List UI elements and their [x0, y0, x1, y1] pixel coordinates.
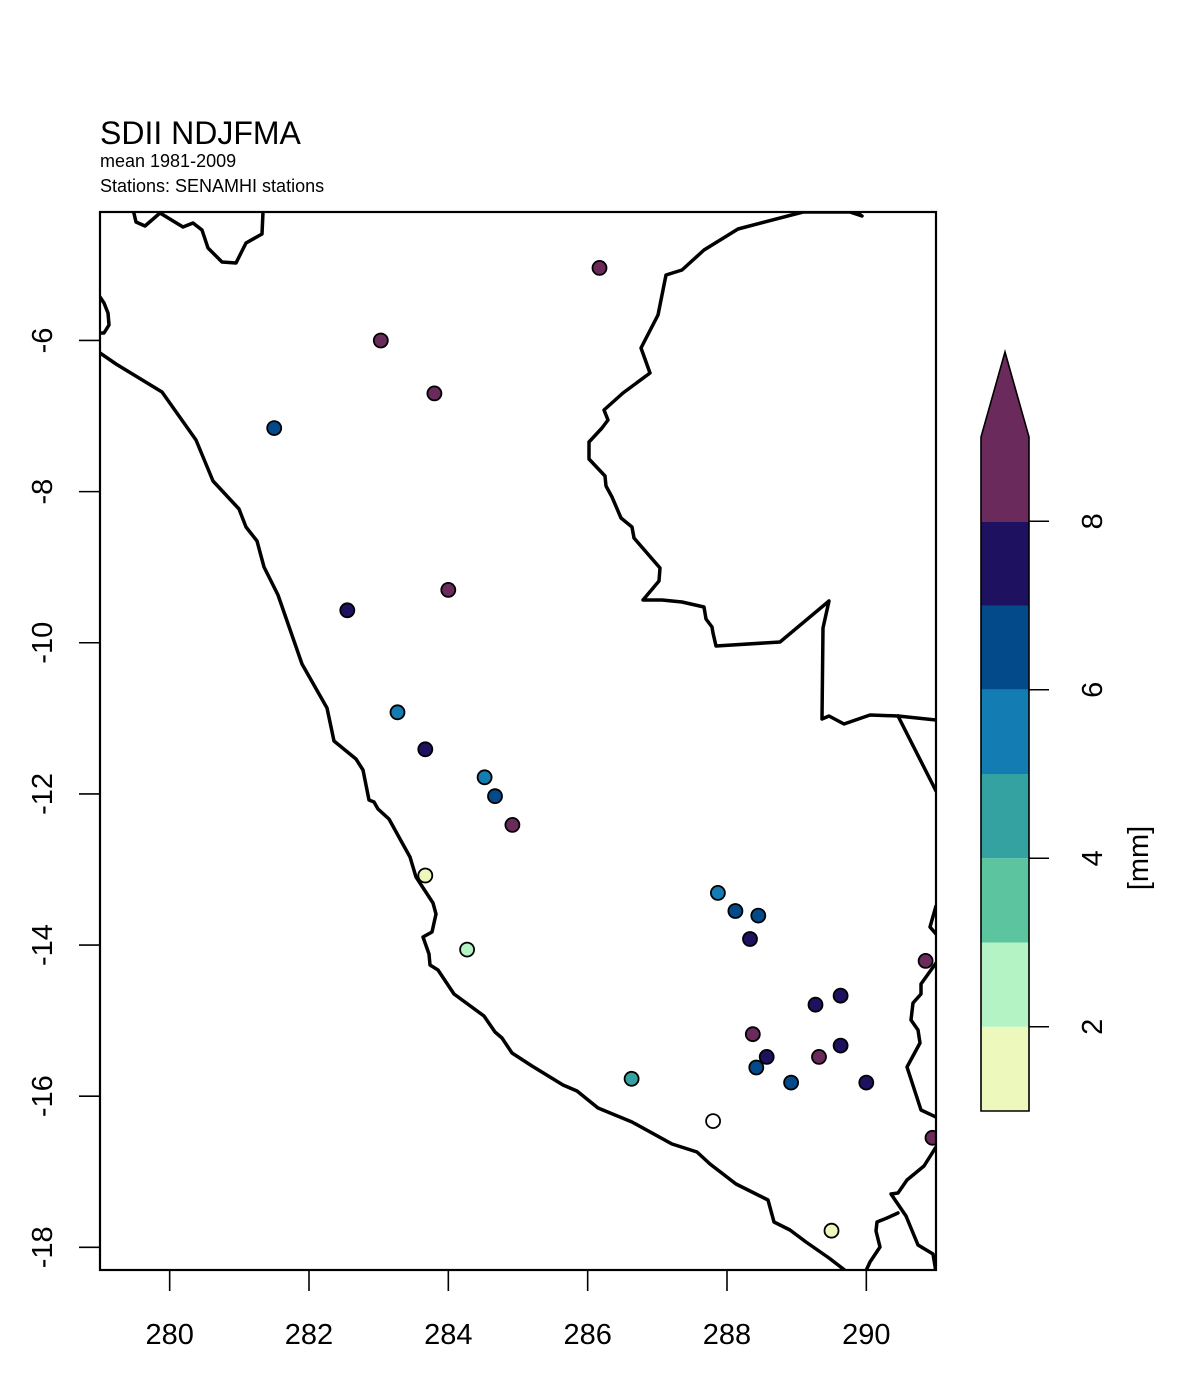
- y-tick-label: -16: [27, 1075, 59, 1117]
- x-tick-label: 280: [145, 1319, 193, 1351]
- station-marker-31: [823, 1222, 840, 1239]
- map-subtitle-period: mean 1981-2009: [100, 151, 236, 171]
- colorbar-bin-7: [981, 521, 1029, 606]
- country-borders: [100, 212, 936, 1270]
- colorbar-bin-4: [981, 774, 1029, 859]
- colorbar-bin-1: [981, 1026, 1029, 1111]
- colorbar-outline: [980, 349, 1030, 1112]
- station-marker-9: [476, 769, 493, 786]
- ecuador-north-border: [131, 212, 265, 265]
- colorbar-bin-3: [981, 858, 1029, 943]
- station-markers: [266, 259, 936, 1239]
- station-marker-4: [266, 420, 283, 437]
- colorbar-bin-5: [981, 689, 1029, 774]
- station-marker-17: [742, 931, 758, 947]
- plot-frame: [98, 210, 938, 1272]
- map-title: SDII NDJFMA: [100, 115, 302, 151]
- colorbar-tick-label: 8: [1077, 513, 1109, 529]
- y-tick-label: -14: [27, 924, 59, 966]
- station-marker-3: [426, 385, 443, 402]
- station-marker-1: [591, 259, 608, 276]
- colorbar-bin-6: [981, 605, 1029, 690]
- station-marker-30: [924, 1129, 936, 1146]
- station-marker-26: [783, 1074, 799, 1091]
- peru-pacific-coastline: [100, 351, 848, 1270]
- x-tick-label: 282: [285, 1319, 333, 1351]
- bolivia-chile-border: [889, 1145, 936, 1270]
- station-marker-14: [710, 885, 726, 901]
- station-marker-22: [832, 1037, 849, 1054]
- station-marker-21: [744, 1026, 761, 1043]
- x-tick-label: 288: [703, 1319, 751, 1351]
- station-marker-20: [807, 996, 824, 1013]
- station-marker-12: [417, 867, 434, 884]
- x-tick-label: 290: [842, 1319, 890, 1351]
- colorbar-bin-2: [981, 942, 1029, 1027]
- peru-bolivia-border: [896, 714, 936, 1119]
- map-subtitle-stations: Stations: SENAMHI stations: [100, 176, 324, 196]
- ecuador-coastline: [100, 295, 111, 335]
- x-tick-label: 286: [563, 1319, 611, 1351]
- station-marker-10: [487, 788, 503, 805]
- station-marker-16: [750, 907, 767, 924]
- colorbar-bin-8: [981, 437, 1029, 522]
- station-marker-25: [748, 1059, 765, 1076]
- colorbar-tick-label: 2: [1077, 1019, 1109, 1035]
- y-axis: -6 -8 -10 -12 -14 -16 -18: [27, 328, 101, 1268]
- colorbar-tick-label: 6: [1077, 682, 1109, 698]
- station-marker-2: [372, 332, 389, 349]
- y-tick-label: -6: [27, 328, 59, 354]
- colorbar-unit-label: [mm]: [1123, 826, 1155, 890]
- station-marker-27: [858, 1074, 875, 1091]
- colorbar: 2 4 6 8: [980, 349, 1109, 1112]
- station-marker-18: [917, 953, 934, 969]
- station-marker-19: [832, 987, 849, 1004]
- station-marker-28: [623, 1070, 640, 1087]
- station-marker-6: [339, 602, 356, 619]
- colorbar-tick-label: 4: [1077, 850, 1109, 866]
- colorbar-extend-arrow: [981, 352, 1029, 437]
- y-tick-label: -8: [27, 479, 59, 505]
- station-marker-29: [705, 1113, 721, 1129]
- y-tick-label: -10: [27, 622, 59, 664]
- map-area: [100, 212, 936, 1270]
- x-axis: 280 282 284 286 288 290: [145, 1269, 891, 1351]
- y-tick-label: -12: [27, 773, 59, 815]
- station-marker-24: [811, 1049, 827, 1065]
- y-tick-label: -18: [27, 1226, 59, 1268]
- station-marker-23: [758, 1049, 775, 1065]
- chile-northern-border: [864, 1211, 900, 1270]
- station-marker-5: [440, 582, 457, 598]
- station-marker-8: [417, 741, 434, 758]
- peru-colombia-brazil-border: [587, 212, 936, 726]
- x-tick-label: 284: [424, 1319, 472, 1351]
- station-marker-7: [389, 704, 406, 721]
- station-marker-11: [504, 817, 521, 833]
- station-marker-15: [727, 903, 744, 919]
- station-marker-13: [459, 941, 476, 958]
